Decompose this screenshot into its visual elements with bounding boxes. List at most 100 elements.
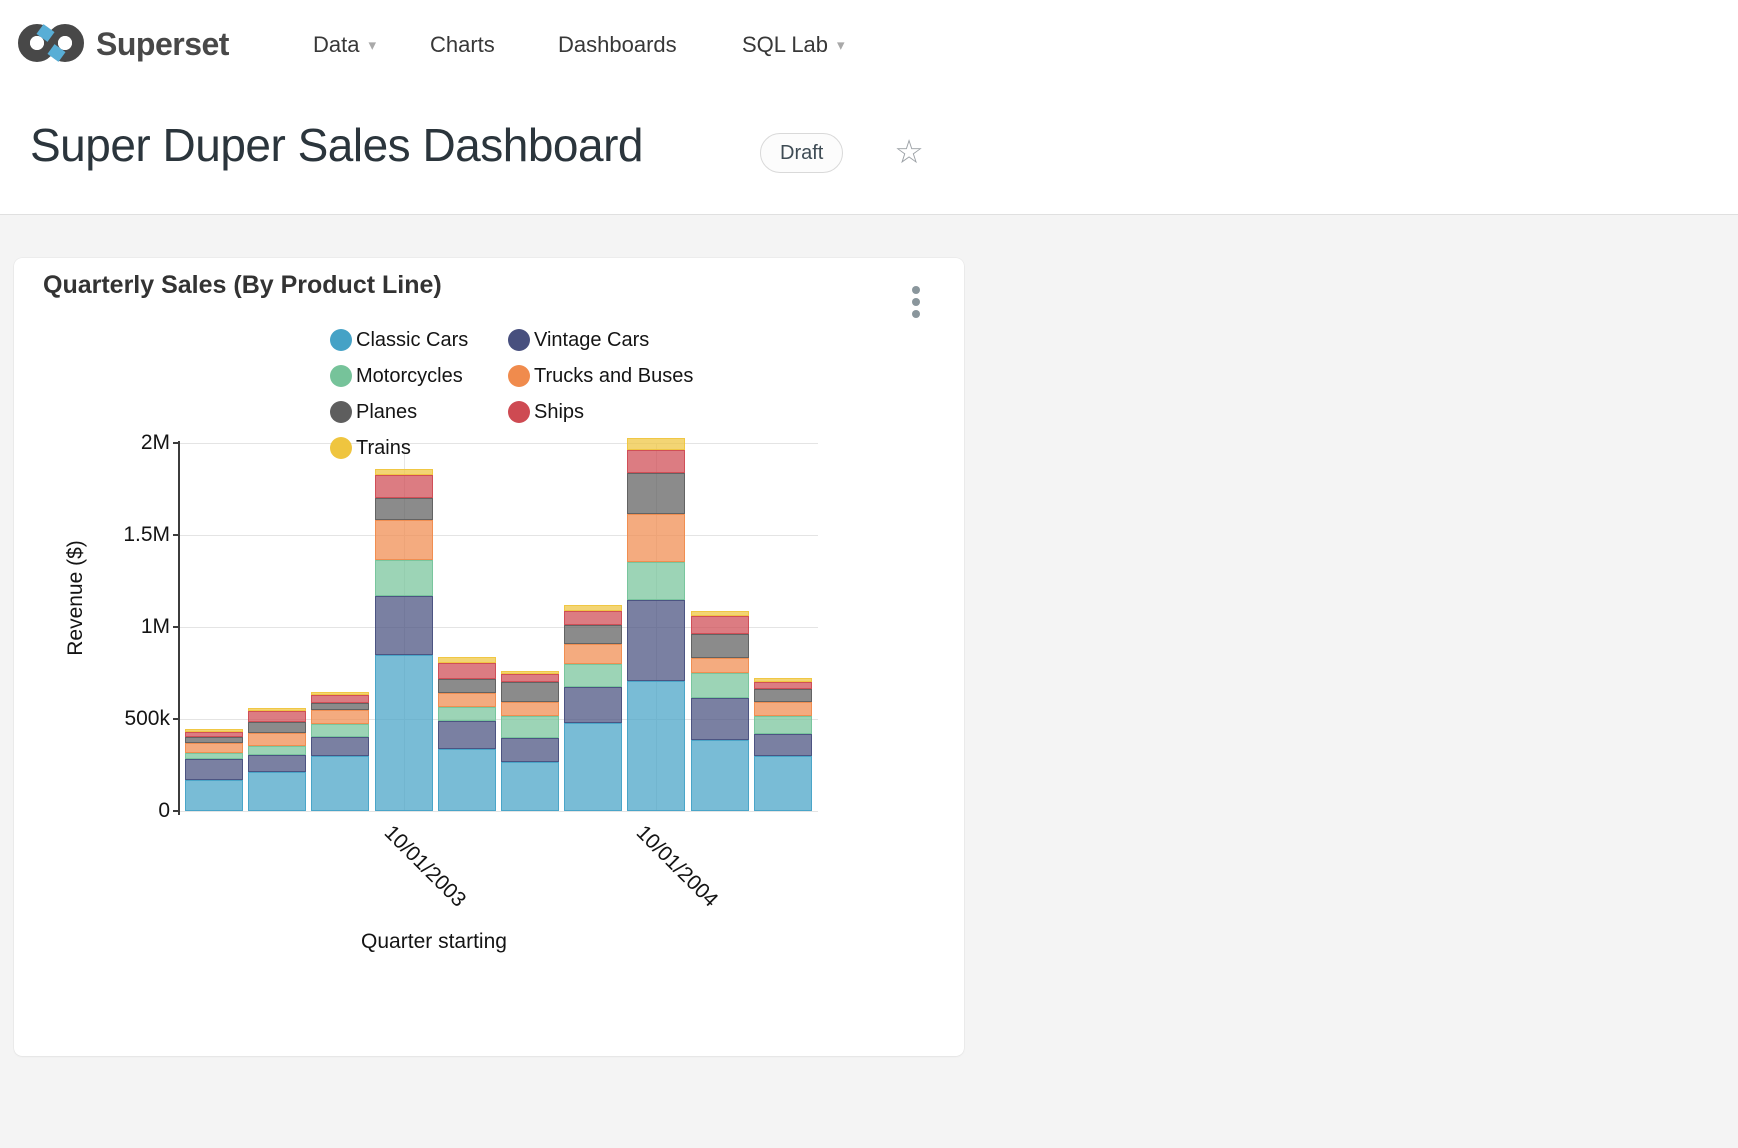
- favorite-star-icon[interactable]: ☆: [889, 130, 929, 174]
- bar-segment-planes[interactable]: [248, 721, 307, 733]
- superset-logo-icon[interactable]: [18, 13, 84, 73]
- bar-segment-vintage-cars[interactable]: [627, 600, 686, 682]
- bar-segment-trucks-and-buses[interactable]: [185, 743, 243, 754]
- bar-segment-motorcycles[interactable]: [185, 753, 243, 759]
- bar-segment-motorcycles[interactable]: [627, 561, 686, 601]
- legend-item-ships[interactable]: Ships: [508, 394, 693, 430]
- bar-segment-classic-cars[interactable]: [501, 761, 559, 811]
- bar-segment-vintage-cars[interactable]: [564, 686, 623, 724]
- bar-segment-vintage-cars[interactable]: [248, 754, 307, 773]
- bar-segment-vintage-cars[interactable]: [185, 758, 243, 780]
- y-tick-label: 1.5M: [123, 523, 170, 546]
- bar-segment-vintage-cars[interactable]: [311, 737, 370, 756]
- legend-item-trucks-and-buses[interactable]: Trucks and Buses: [508, 358, 693, 394]
- nav-item-data[interactable]: Data ▾: [313, 32, 377, 57]
- bar-segment-classic-cars[interactable]: [690, 739, 749, 811]
- bar-segment-classic-cars[interactable]: [437, 749, 496, 811]
- legend-item-motorcycles[interactable]: Motorcycles: [330, 358, 508, 394]
- bar-segment-ships[interactable]: [185, 731, 243, 737]
- legend-dot-icon: [330, 437, 352, 459]
- bar-segment-motorcycles[interactable]: [690, 672, 749, 699]
- brand-name[interactable]: Superset: [96, 26, 229, 62]
- bar-segment-planes[interactable]: [690, 634, 749, 658]
- bar-segment-motorcycles[interactable]: [374, 559, 433, 597]
- bar-segment-trucks-and-buses[interactable]: [501, 701, 559, 717]
- legend-dot-icon: [330, 329, 352, 351]
- bar-segment-trains[interactable]: [753, 677, 812, 682]
- bar-segment-vintage-cars[interactable]: [501, 738, 559, 762]
- bar-segment-trains[interactable]: [311, 692, 370, 695]
- legend-dot-icon: [508, 401, 530, 423]
- bar-segment-planes[interactable]: [564, 624, 623, 645]
- bar-segment-trains[interactable]: [627, 438, 686, 450]
- y-tick-mark: [173, 810, 180, 812]
- bar-segment-vintage-cars[interactable]: [753, 734, 812, 757]
- bar-segment-trains[interactable]: [564, 605, 623, 612]
- bar-segment-motorcycles[interactable]: [437, 706, 496, 722]
- legend-item-trains[interactable]: Trains: [330, 430, 508, 466]
- nav-item-charts[interactable]: Charts: [430, 32, 495, 57]
- bar-segment-trains[interactable]: [374, 468, 433, 476]
- bar-segment-trucks-and-buses[interactable]: [437, 692, 496, 707]
- bar-segment-ships[interactable]: [753, 682, 812, 690]
- legend-item-planes[interactable]: Planes: [330, 394, 508, 430]
- bar-segment-trucks-and-buses[interactable]: [627, 513, 686, 562]
- bar-segment-classic-cars[interactable]: [753, 756, 812, 811]
- bar-segment-classic-cars[interactable]: [185, 779, 243, 811]
- bar-segment-trains[interactable]: [185, 729, 243, 732]
- bar-segment-trucks-and-buses[interactable]: [248, 732, 307, 747]
- bar-segment-motorcycles[interactable]: [753, 715, 812, 735]
- y-tick-label: 0: [158, 799, 170, 822]
- bar-segment-ships[interactable]: [374, 475, 433, 498]
- bar-segment-ships[interactable]: [690, 616, 749, 635]
- legend-label: Trains: [356, 436, 411, 459]
- bar-segment-planes[interactable]: [501, 681, 559, 702]
- bar-segment-planes[interactable]: [311, 702, 370, 711]
- bar-segment-classic-cars[interactable]: [374, 655, 433, 811]
- bar-segment-trains[interactable]: [437, 657, 496, 663]
- bar-segment-vintage-cars[interactable]: [437, 721, 496, 750]
- bar-segment-trucks-and-buses[interactable]: [374, 519, 433, 560]
- bar-segment-vintage-cars[interactable]: [374, 596, 433, 656]
- legend-label: Classic Cars: [356, 328, 469, 351]
- bar-segment-trucks-and-buses[interactable]: [564, 644, 623, 665]
- bar-segment-ships[interactable]: [248, 711, 307, 722]
- y-gridline: [180, 718, 818, 720]
- x-axis-label: Quarter starting: [361, 930, 507, 953]
- bar-segment-motorcycles[interactable]: [501, 716, 559, 739]
- bar-segment-motorcycles[interactable]: [248, 746, 307, 755]
- y-gridline: [180, 534, 818, 536]
- bar-segment-trucks-and-buses[interactable]: [690, 657, 749, 673]
- legend-item-classic-cars[interactable]: Classic Cars: [330, 322, 508, 358]
- bar-segment-trucks-and-buses[interactable]: [753, 701, 812, 716]
- bar-segment-planes[interactable]: [374, 498, 433, 520]
- bar-segment-classic-cars[interactable]: [248, 772, 307, 811]
- bar-segment-planes[interactable]: [753, 689, 812, 702]
- chart-options-kebab-menu[interactable]: [896, 276, 936, 328]
- bar-segment-classic-cars[interactable]: [564, 723, 623, 811]
- bar-segment-planes[interactable]: [437, 679, 496, 693]
- bar-segment-ships[interactable]: [501, 673, 559, 682]
- bar-segment-trains[interactable]: [690, 610, 749, 617]
- nav-item-dashboards[interactable]: Dashboards: [558, 32, 677, 57]
- legend-item-vintage-cars[interactable]: Vintage Cars: [508, 322, 693, 358]
- bar-segment-motorcycles[interactable]: [311, 723, 370, 738]
- bar-segment-ships[interactable]: [627, 449, 686, 474]
- bar-segment-ships[interactable]: [311, 694, 370, 703]
- nav-item-sql-lab[interactable]: SQL Lab ▾: [742, 32, 845, 57]
- bar-segment-vintage-cars[interactable]: [690, 698, 749, 740]
- bar-segment-classic-cars[interactable]: [627, 681, 686, 811]
- bar-segment-trucks-and-buses[interactable]: [311, 710, 370, 724]
- bar-segment-planes[interactable]: [185, 736, 243, 744]
- legend-dot-icon: [508, 329, 530, 351]
- bar-segment-motorcycles[interactable]: [564, 664, 623, 687]
- bar-segment-planes[interactable]: [627, 473, 686, 514]
- status-badge: Draft: [760, 133, 844, 173]
- bar-segment-ships[interactable]: [564, 611, 623, 625]
- legend-dot-icon: [508, 365, 530, 387]
- bar-segment-ships[interactable]: [437, 662, 496, 680]
- bar-segment-trains[interactable]: [501, 670, 559, 674]
- bar-segment-classic-cars[interactable]: [311, 755, 370, 811]
- bar-segment-trains[interactable]: [248, 708, 307, 712]
